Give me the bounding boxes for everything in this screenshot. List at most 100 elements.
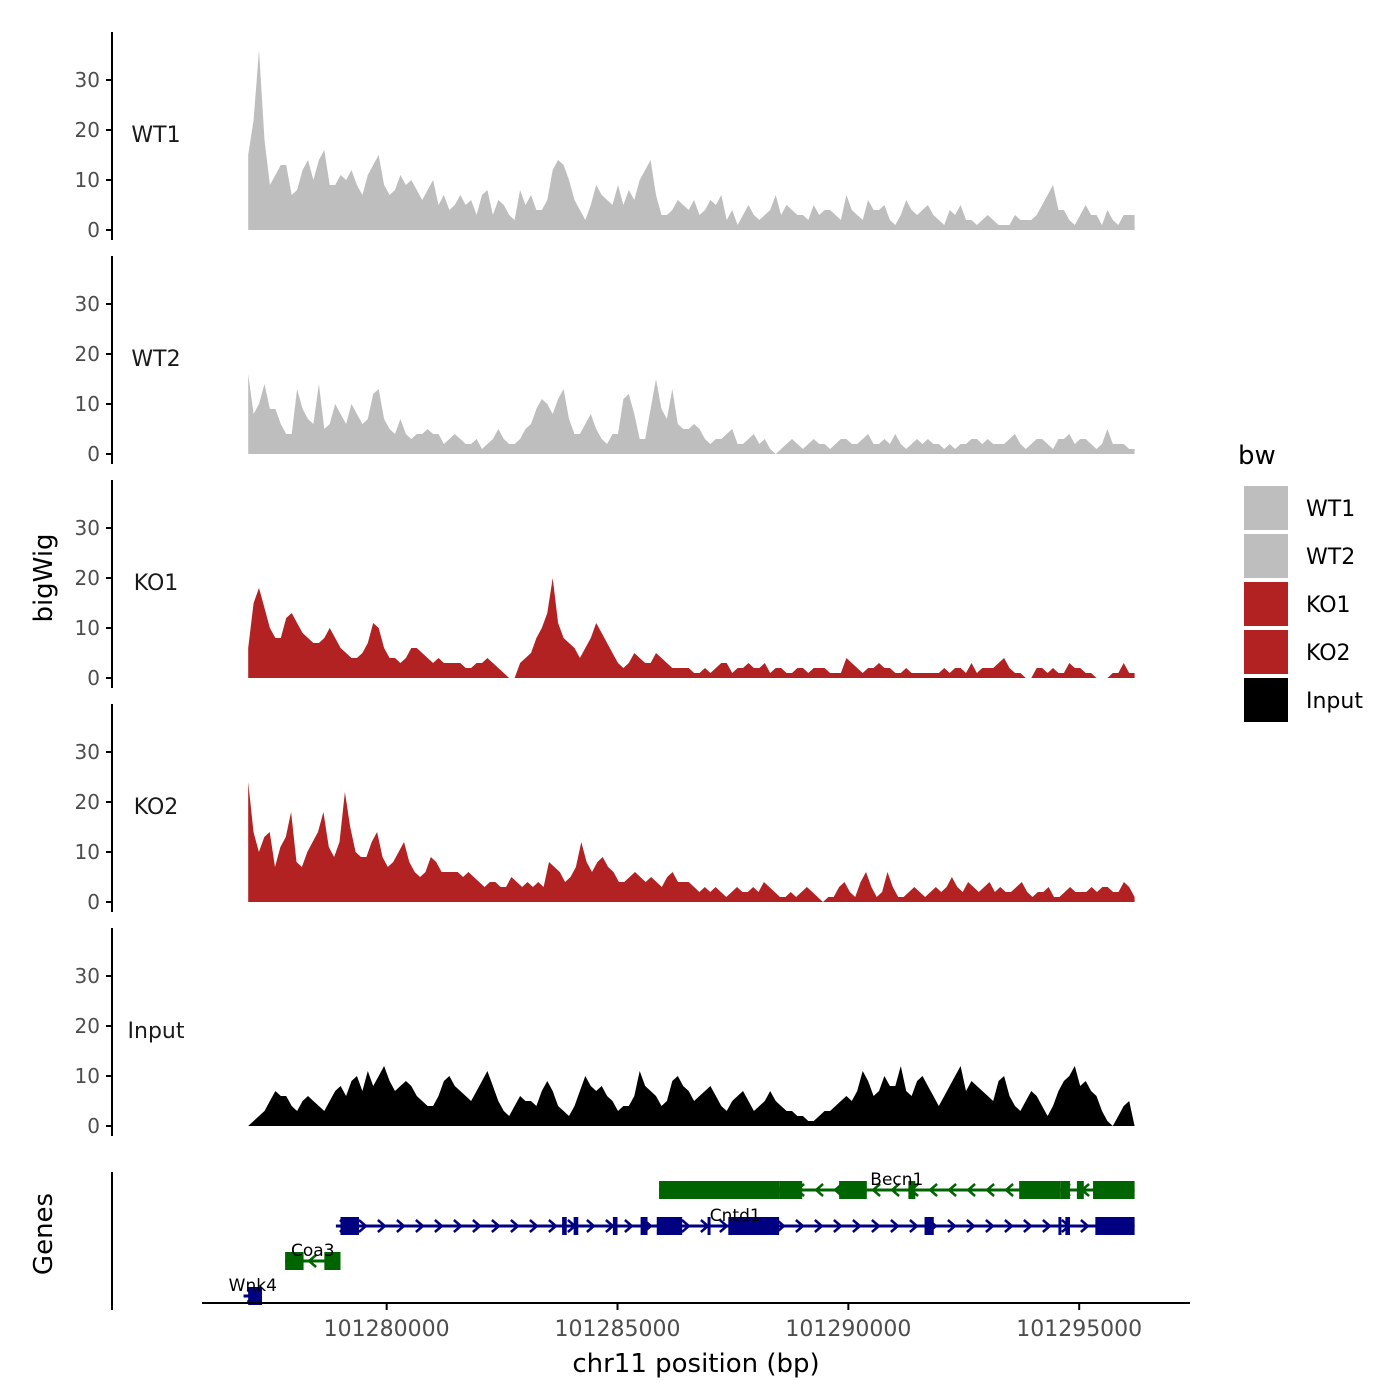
track-label: KO1 [134,571,179,596]
strand-arrow [966,1219,976,1233]
strand-arrow [1042,1219,1052,1233]
track-label: WT2 [131,347,180,372]
strand-arrow [358,1219,368,1233]
strand-arrow [833,1219,843,1233]
y-tick-label: 30 [75,740,100,764]
strand-arrow [1080,1219,1090,1233]
strand-arrow [947,1219,957,1233]
strand-arrow [548,1219,558,1233]
genes-axis-title: Genes [29,1193,59,1275]
y-tick-label: 10 [75,616,100,640]
coverage-area-ko1 [248,578,1135,678]
exon [573,1217,579,1235]
strand-arrow [1004,1219,1014,1233]
strand-arrow [852,1219,862,1233]
strand-arrow [396,1219,406,1233]
strand-arrow [472,1219,482,1233]
exon [562,1217,567,1235]
strand-arrow [814,1183,824,1197]
strand-arrow [719,1219,729,1233]
strand-arrow [795,1219,805,1233]
legend-swatch-input [1244,678,1288,722]
x-tick-label: 101290000 [785,1317,911,1342]
y-tick-label: 20 [75,566,100,590]
legend-label-ko2: KO2 [1306,641,1351,666]
track-label: KO2 [134,795,179,820]
exon [779,1181,803,1199]
exon [248,1287,263,1305]
legend-swatch-wt2 [1244,534,1288,578]
strand-arrow [681,1219,691,1233]
strand-arrow [1004,1183,1014,1197]
gene-label: Coa3 [291,1241,335,1261]
strand-arrow [1023,1219,1033,1233]
y-tick-label: 0 [87,442,100,466]
legend-label-wt1: WT1 [1306,497,1355,522]
x-axis-title: chr11 position (bp) [572,1349,819,1379]
track-ko2: 0 10 20 30 KO2 [75,704,1135,914]
exon [659,1181,780,1199]
gene-cntd1: Cntd1 [335,1206,1135,1235]
strand-arrow [377,1219,387,1233]
y-tick-label: 0 [87,666,100,690]
x-tick-label: 101295000 [1016,1317,1142,1342]
gene-label: Wnk4 [229,1276,277,1296]
coverage-area-wt2 [248,374,1135,454]
y-tick-label: 10 [75,1064,100,1088]
legend-swatch-ko2 [1244,630,1288,674]
y-tick-label: 10 [75,168,100,192]
coverage-area-ko2 [248,782,1135,902]
legend-swatch-ko1 [1244,582,1288,626]
strand-arrow [947,1183,957,1197]
strand-arrow [890,1183,900,1197]
strand-arrow [966,1183,976,1197]
exon [1095,1217,1135,1235]
exon [839,1181,867,1199]
track-label: WT1 [131,123,180,148]
strand-arrow [453,1219,463,1233]
exon [640,1217,648,1235]
strand-arrow [434,1219,444,1233]
strand-arrow [871,1183,881,1197]
track-wt2: 0 10 20 30 WT2 [75,256,1135,466]
y-tick-label: 10 [75,840,100,864]
track-input: 0 10 20 30 Input [75,928,1135,1138]
exon [340,1217,359,1235]
strand-arrow [605,1219,615,1233]
strand-arrow [415,1219,425,1233]
y-tick-label: 20 [75,1014,100,1038]
track-label: Input [128,1019,185,1044]
strand-arrow [890,1219,900,1233]
strand-arrow [814,1219,824,1233]
legend-label-ko1: KO1 [1306,593,1351,618]
legend-swatch-wt1 [1244,486,1288,530]
strand-arrow [871,1219,881,1233]
y-axis-title: bigWig [29,533,59,622]
y-tick-label: 20 [75,118,100,142]
x-axis: 101280000 101285000 101290000 101295000 [202,1302,1190,1342]
strand-arrow [928,1183,938,1197]
track-wt1: 0 10 20 30 WT1 [75,32,1135,242]
y-tick-label: 30 [75,516,100,540]
legend-label-input: Input [1306,689,1363,714]
exon [908,1181,916,1199]
gene-label: Becn1 [870,1170,923,1190]
exon [1019,1181,1061,1199]
tracks: 0 10 20 30 WT1 0 10 20 30 WT2 0 10 20 30 KO1 0 10 20 30 KO2… [75,32,1135,1138]
exon [1093,1181,1135,1199]
exon [656,1217,683,1235]
strand-arrow [985,1219,995,1233]
x-tick-label: 101285000 [555,1317,681,1342]
exon [1065,1217,1070,1235]
exon [324,1252,341,1270]
y-tick-label: 0 [87,890,100,914]
exon [612,1217,618,1235]
coverage-area-wt1 [248,50,1135,230]
y-tick-label: 30 [75,68,100,92]
strand-arrow [624,1219,634,1233]
gene-label: Cntd1 [710,1206,761,1226]
y-tick-label: 30 [75,964,100,988]
y-tick-label: 20 [75,342,100,366]
gene-becn1: Becn1 [659,1170,1135,1199]
